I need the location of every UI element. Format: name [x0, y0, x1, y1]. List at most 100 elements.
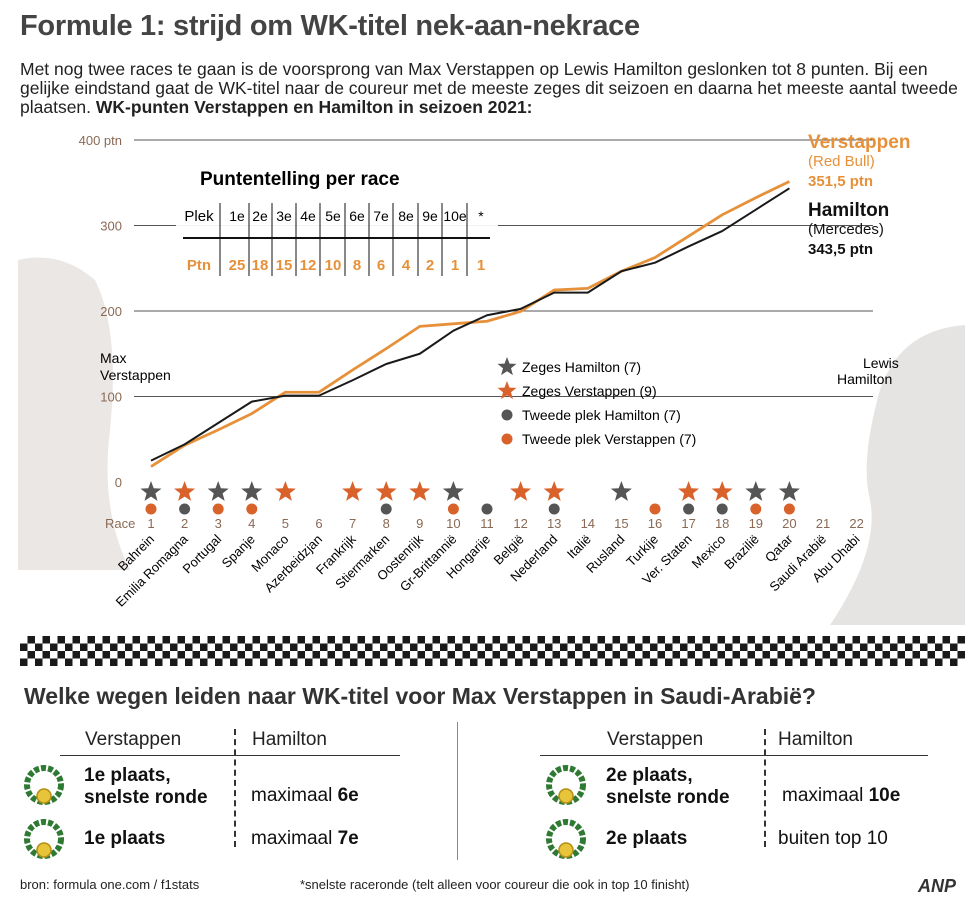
marker-win-hamilton [745, 481, 767, 501]
place-label: 8e [398, 208, 414, 224]
marker-win-verstappen [409, 481, 431, 501]
series-team-verstappen: (Red Bull) [808, 153, 875, 170]
scenario-result: maximaal 7e [251, 828, 359, 849]
race-number: 12 [513, 516, 527, 531]
scenario-condition: 2e plaats, snelste ronde [606, 765, 730, 808]
scenario-condition: 2e plaats [606, 828, 688, 849]
marker-second-hamilton [179, 503, 191, 515]
legend-label: Zeges Hamilton (7) [522, 359, 641, 375]
place-label: 1e [229, 208, 245, 224]
marker-second-verstappen [783, 503, 795, 515]
scenario-result: buiten top 10 [778, 828, 888, 849]
points-value: 25 [229, 257, 246, 274]
marker-win-hamilton [442, 481, 464, 501]
marker-win-verstappen [274, 481, 296, 501]
race-number: 22 [849, 516, 863, 531]
marker-second-hamilton [716, 503, 728, 515]
race-number: 13 [547, 516, 561, 531]
points-row-label: Plek [184, 208, 214, 225]
race-number: 3 [215, 516, 222, 531]
points-chart: MaxVerstappenLewisHamilton0100200300400 … [18, 132, 965, 625]
checkered-flag-divider [20, 636, 965, 666]
column-divider [234, 729, 236, 847]
place-label: 4e [300, 208, 316, 224]
marker-win-verstappen [678, 481, 700, 501]
marker-win-hamilton [241, 481, 263, 501]
intro-bold: WK-punten Verstappen en Hamilton in seiz… [95, 97, 533, 117]
race-number: 14 [581, 516, 595, 531]
race-axis-label: Race [105, 516, 135, 531]
col-header-hamilton: Hamilton [778, 729, 853, 750]
legend-label: Tweede plek Verstappen (7) [522, 431, 696, 447]
legend-label: Tweede plek Hamilton (7) [522, 407, 681, 423]
col-header-hamilton: Hamilton [252, 729, 327, 750]
points-value: 1 [477, 257, 485, 274]
marker-second-hamilton [481, 503, 493, 515]
race-number: 2 [181, 516, 188, 531]
race-number: 1 [147, 516, 154, 531]
place-label: * [478, 208, 484, 224]
hamilton-photo [830, 325, 965, 625]
marker-second-verstappen [145, 503, 157, 515]
race-number: 10 [446, 516, 460, 531]
race-number: 19 [749, 516, 763, 531]
legend-dot-icon [501, 409, 513, 421]
legend-star-icon [497, 381, 517, 400]
source-note: bron: formula one.com / f1stats [20, 877, 200, 892]
intro-body: Met nog twee races te gaan is de voorspr… [20, 59, 958, 117]
race-number: 8 [383, 516, 390, 531]
marker-win-verstappen [543, 481, 565, 501]
race-name: Italië [564, 532, 594, 562]
laurel-wreath-icon [542, 817, 590, 865]
points-value: 12 [300, 257, 317, 274]
points-value: 1 [451, 257, 459, 274]
place-label: 10e [443, 208, 467, 224]
race-number: 15 [614, 516, 628, 531]
y-tick-label: 300 [100, 219, 122, 234]
scenario-panel-left: Verstappen Hamilton 1e plaats, snelste ro… [20, 725, 420, 860]
points-value: 8 [353, 257, 361, 274]
place-label: 5e [325, 208, 341, 224]
marker-win-verstappen [711, 481, 733, 501]
race-name: Mexico [689, 532, 729, 572]
intro-text: Met nog twee races te gaan is de voorspr… [20, 60, 965, 117]
driver-label-right: Lewis [863, 355, 899, 371]
scenario-result: maximaal 6e [251, 785, 359, 806]
race-number: 5 [282, 516, 289, 531]
y-tick-label: 400 ptn [79, 133, 122, 148]
race-name: Brazilië [721, 532, 762, 573]
race-number: 6 [315, 516, 322, 531]
driver-label-right: Hamilton [837, 371, 892, 387]
series-team-hamilton: (Mercedes) [808, 221, 884, 238]
scenario-condition: 1e plaats [84, 828, 166, 849]
points-row-label: Ptn [187, 257, 211, 274]
driver-label-left: Verstappen [100, 367, 171, 383]
race-number: 16 [648, 516, 662, 531]
column-divider [764, 729, 766, 847]
place-label: 6e [349, 208, 365, 224]
points-value: 4 [402, 257, 411, 274]
points-value: 18 [252, 257, 269, 274]
race-number: 21 [816, 516, 830, 531]
laurel-wreath-icon [20, 763, 68, 811]
marker-second-hamilton [548, 503, 560, 515]
marker-second-verstappen [447, 503, 459, 515]
marker-win-hamilton [778, 481, 800, 501]
marker-win-verstappen [510, 481, 532, 501]
verstappen-photo [18, 257, 130, 570]
panel-divider [457, 722, 458, 860]
scenario-panel-right: Verstappen Hamilton 2e plaats, snelste ro… [540, 725, 940, 860]
race-number: 20 [782, 516, 796, 531]
race-number: 17 [681, 516, 695, 531]
laurel-wreath-icon [542, 763, 590, 811]
marker-win-verstappen [174, 481, 196, 501]
marker-win-hamilton [140, 481, 162, 501]
header-rule [540, 755, 928, 756]
place-label: 2e [252, 208, 268, 224]
marker-second-verstappen [750, 503, 762, 515]
marker-second-hamilton [380, 503, 392, 515]
col-header-verstappen: Verstappen [85, 729, 182, 750]
race-number: 9 [416, 516, 423, 531]
marker-second-verstappen [649, 503, 661, 515]
scenario-condition: 1e plaats, snelste ronde [84, 765, 208, 808]
